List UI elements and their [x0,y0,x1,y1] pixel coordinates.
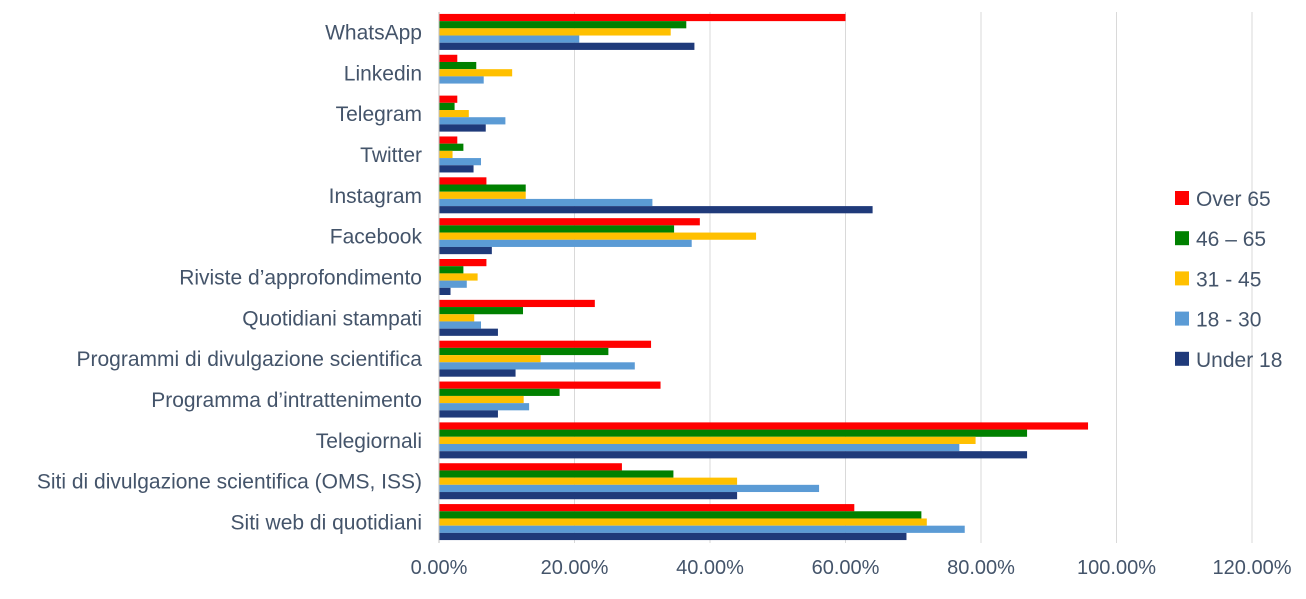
legend-swatch-18-30 [1175,311,1189,326]
bar-31-45-12 [439,518,927,526]
bar-31-45-4 [439,191,526,199]
bar-46-65-10 [439,429,1028,437]
bar-18-30-6 [439,280,467,288]
bar-46-65-6 [439,266,464,274]
bar-18-30-11 [439,484,820,493]
bar-over-65-4 [439,177,487,185]
category-label: Riviste d’approfondimento [179,267,422,290]
category-label: Telegram [336,103,422,126]
legend-label: 18 - 30 [1196,309,1261,332]
bar-46-65-1 [439,61,477,70]
bar-46-65-4 [439,184,526,192]
category-label: Facebook [330,226,423,249]
bar-over-65-0 [439,13,846,22]
x-tick-label: 20.00% [541,557,609,579]
bar-31-45-5 [439,232,757,240]
bar-over-65-8 [439,340,652,348]
bar-31-45-2 [439,110,469,118]
bar-18-30-9 [439,403,530,411]
x-tick-label: 0.00% [411,557,468,579]
bar-18-30-7 [439,321,482,329]
bar-18-30-5 [439,239,692,247]
bar-18-30-2 [439,117,506,125]
category-label: Telegiornali [316,430,422,453]
bar-18-30-10 [439,443,960,452]
bar-over-65-9 [439,381,661,389]
category-label: Linkedin [344,62,422,85]
bar-31-45-0 [439,28,671,36]
category-label: Quotidiani stampati [242,307,422,330]
x-tick-label: 120.00% [1213,557,1292,579]
bar-31-45-7 [439,314,475,322]
bar-under-18-8 [439,369,516,377]
bar-46-65-3 [439,143,464,151]
bar-31-45-11 [439,477,738,485]
bar-over-65-11 [439,463,622,471]
bar-46-65-11 [439,470,674,478]
legend-swatch-31-45 [1175,271,1189,286]
bar-under-18-11 [439,492,738,500]
bar-46-65-2 [439,102,455,111]
bar-46-65-8 [439,347,609,356]
bar-under-18-0 [439,42,695,50]
bar-under-18-7 [439,328,498,336]
bar-under-18-3 [439,165,474,173]
bar-31-45-1 [439,69,513,77]
x-tick-label: 80.00% [947,557,1015,579]
bar-under-18-12 [439,532,907,541]
bar-over-65-12 [439,504,855,512]
bar-18-30-4 [439,198,653,207]
bar-46-65-0 [439,21,687,29]
bar-over-65-1 [439,54,458,62]
bar-46-65-5 [439,225,675,233]
bar-31-45-8 [439,355,541,363]
bar-18-30-8 [439,362,635,370]
legend-swatch-over-65 [1175,191,1189,205]
bar-over-65-5 [439,218,700,226]
bar-under-18-2 [439,124,486,132]
bar-under-18-6 [439,287,451,295]
bar-over-65-10 [439,422,1089,430]
bar-under-18-10 [439,451,1028,459]
legend-label: 46 – 65 [1196,228,1266,251]
bar-under-18-9 [439,410,498,418]
bar-under-18-4 [439,206,873,214]
bar-over-65-2 [439,95,458,103]
bar-18-30-1 [439,76,484,84]
bar-18-30-3 [439,158,482,166]
category-label: Siti web di quotidiani [231,512,422,535]
bar-over-65-6 [439,259,487,267]
bar-18-30-12 [439,525,965,533]
category-label: WhatsApp [325,21,422,44]
legend-swatch-46-65 [1175,231,1189,246]
category-label: Programmi di divulgazione scientifica [77,348,423,371]
x-tick-label: 100.00% [1077,557,1156,579]
bar-over-65-3 [439,136,458,144]
legend-swatch-under-18 [1175,351,1189,366]
category-label: Instagram [329,185,422,208]
bar-over-65-7 [439,299,595,308]
legend: Over 65 46 – 65 31 - 45 18 - 30 Under 18 [1175,188,1282,372]
legend-label: 31 - 45 [1196,268,1261,291]
bar-under-18-5 [439,246,492,255]
category-label: Twitter [360,144,422,167]
category-label: Programma d’intrattenimento [151,389,422,412]
x-tick-label: 40.00% [676,557,744,579]
bar-18-30-0 [439,35,580,43]
category-label: Siti di divulgazione scientifica (OMS, I… [37,471,422,494]
bar-31-45-9 [439,395,524,404]
bar-46-65-12 [439,511,922,519]
x-tick-label: 60.00% [812,557,880,579]
bar-31-45-10 [439,436,976,444]
bar-31-45-6 [439,273,478,281]
bar-46-65-7 [439,307,524,315]
legend-label: Under 18 [1196,349,1282,372]
bar-31-45-3 [439,150,453,159]
bar-46-65-9 [439,388,560,396]
legend-label: Over 65 [1196,188,1271,211]
